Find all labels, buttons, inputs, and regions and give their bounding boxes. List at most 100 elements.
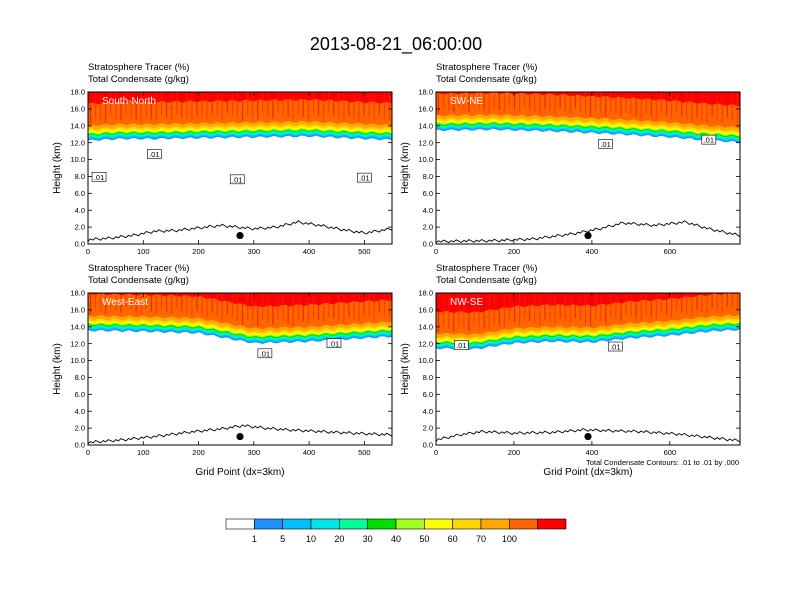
terrain-line — [87, 220, 393, 242]
ytick-label: 10.0 — [418, 155, 433, 164]
contour-label-box — [229, 174, 245, 185]
contour-label-box — [598, 139, 613, 149]
colorbar-segment — [254, 518, 283, 530]
xtick-label: 300 — [248, 448, 261, 457]
ytick-label: 4.0 — [75, 407, 85, 416]
contour-label: .01 — [149, 150, 159, 159]
panel-header-condensate: Total Condensate (g/kg) — [88, 74, 189, 85]
ytick-label: 12.0 — [70, 138, 85, 147]
contour-label-box — [326, 338, 342, 348]
plot-frame — [435, 292, 741, 446]
xtick-label: 400 — [303, 247, 316, 256]
figure-title: 2013-08-21_06:00:00 — [310, 34, 482, 55]
colorbar-label: 1 — [252, 534, 257, 544]
ytick-label: 2.0 — [75, 223, 85, 232]
location-marker — [236, 231, 244, 240]
contour-label-box — [147, 149, 162, 159]
ytick-label: 0.0 — [423, 240, 433, 249]
contour-label-box — [607, 341, 623, 352]
ytick-label: 10.0 — [70, 356, 85, 365]
ytick-label: 16.0 — [70, 104, 85, 113]
xtick-label: 0 — [86, 448, 90, 457]
contour-label: .01 — [94, 173, 104, 182]
colorbar-segment — [537, 518, 567, 530]
colorbar-segment — [282, 518, 312, 530]
ytick-label: 10.0 — [418, 356, 433, 365]
terrain-line — [87, 424, 393, 445]
ytick-label: 16.0 — [418, 305, 433, 314]
tracer-band — [436, 293, 740, 313]
contour-label: .01 — [359, 174, 369, 183]
contour-label: .01 — [329, 339, 339, 348]
xtick-label: 0 — [434, 448, 438, 457]
colorbar-label: 70 — [476, 534, 486, 544]
plot-frame — [87, 292, 393, 446]
location-marker — [584, 231, 592, 240]
ytick-label: 2.0 — [423, 424, 433, 433]
colorbar: 1 5 10 20 30 40 50 60 70 100 — [225, 518, 567, 544]
panel-4: .01 .01 0.0 2.0 4.0 6.0 8.0 10.0 12.0 14.0 16.0 18.… — [400, 263, 741, 478]
ytick-label: 8.0 — [75, 373, 85, 382]
plot-frame — [87, 91, 393, 245]
contour-label: .01 — [456, 341, 466, 350]
contour-label: .01 — [260, 349, 270, 358]
xtick-label: 200 — [508, 448, 521, 457]
ytick-label: 0.0 — [75, 441, 85, 450]
contour-note: Total Condensate Contours: .01 to .01 by… — [586, 458, 739, 467]
colorbar-label: 50 — [419, 534, 429, 544]
ytick-label: 6.0 — [75, 189, 85, 198]
xtick-label: 0 — [86, 247, 90, 256]
colorbar-segment — [480, 518, 510, 530]
colorbar-label: 20 — [334, 534, 344, 544]
colorbar-segment — [395, 518, 425, 530]
contour-label-box — [701, 134, 717, 145]
ytick-label: 2.0 — [75, 424, 85, 433]
panel-label: South-North — [102, 96, 156, 107]
ylabel: Height (km) — [400, 343, 411, 395]
contour-label: .01 — [232, 175, 242, 184]
ytick-label: 2.0 — [423, 223, 433, 232]
ytick-label: 14.0 — [70, 121, 85, 130]
ytick-label: 16.0 — [418, 104, 433, 113]
panel-label: SW-NE — [450, 96, 483, 107]
tracer-band — [436, 92, 740, 107]
ytick-label: 18.0 — [70, 289, 85, 298]
panel-header-tracer: Stratosphere Tracer (%) — [88, 62, 189, 73]
panel-header-tracer: Stratosphere Tracer (%) — [436, 62, 537, 73]
xtick-label: 300 — [248, 247, 261, 256]
panels-group: .01 .01 .01 .01 0.0 2.0 4.0 6.0 8.0 10.0 12.0 14.0 1… — [52, 62, 741, 478]
tracer-band — [88, 293, 392, 308]
location-marker — [236, 432, 244, 441]
xtick-label: 200 — [192, 448, 205, 457]
colorbar-segment — [339, 518, 368, 530]
ytick-label: 14.0 — [418, 322, 433, 331]
ytick-label: 18.0 — [70, 88, 85, 97]
ytick-label: 4.0 — [423, 206, 433, 215]
xtick-label: 600 — [664, 247, 677, 256]
panel-label: West-East — [102, 297, 148, 308]
colorbar-label: 5 — [280, 534, 285, 544]
xtick-label: 600 — [664, 448, 677, 457]
ytick-label: 18.0 — [418, 88, 433, 97]
xtick-label: 500 — [358, 247, 371, 256]
contour-label: .01 — [704, 136, 714, 145]
location-marker — [584, 432, 592, 441]
ylabel: Height (km) — [52, 142, 63, 194]
xtick-label: 100 — [137, 448, 150, 457]
ytick-label: 6.0 — [75, 390, 85, 399]
colorbar-label: 30 — [363, 534, 373, 544]
contour-label: .01 — [600, 140, 610, 149]
colorbar-label: 60 — [448, 534, 458, 544]
plot-frame — [435, 91, 741, 245]
contour-label-box — [91, 171, 107, 182]
colorbar-segment — [367, 518, 397, 530]
ylabel: Height (km) — [52, 343, 63, 395]
tracer-band — [436, 92, 740, 129]
terrain-line — [435, 427, 741, 443]
panel-2: .01 .01 0.0 2.0 4.0 6.0 8.0 10.0 12.0 14.0 16.0 18.… — [400, 62, 741, 256]
xtick-label: 400 — [586, 247, 599, 256]
colorbar-label: 100 — [502, 534, 517, 544]
colorbar-segment — [424, 518, 453, 530]
colorbar-segment — [509, 518, 538, 530]
